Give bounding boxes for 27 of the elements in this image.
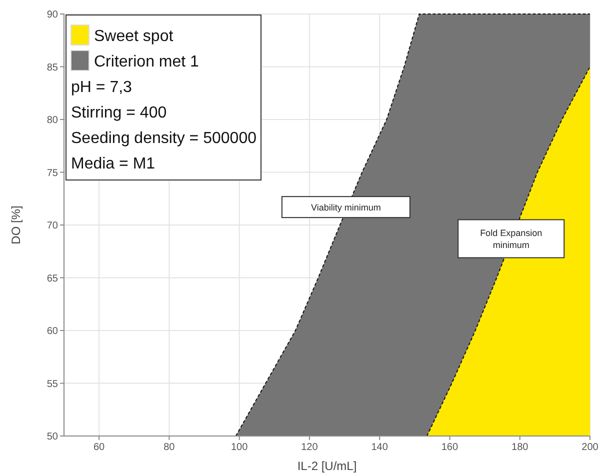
x-tick-label: 140 — [371, 442, 388, 453]
y-tick-label: 60 — [46, 326, 58, 337]
annotation: Seeding density = 500000 — [71, 130, 257, 147]
x-tick-label: 120 — [301, 442, 318, 453]
y-tick-label: 85 — [46, 62, 58, 74]
annotation: Viability minimum — [311, 202, 381, 213]
y-tick-label: 50 — [46, 432, 58, 442]
y-tick-label: 55 — [46, 378, 58, 390]
annotation: Fold Expansion minimum — [480, 228, 542, 250]
x-tick-label: 100 — [230, 442, 248, 453]
x-tick-label: 80 — [164, 442, 176, 453]
annotation: pH = 7,3 — [71, 79, 132, 96]
x-tick-label: 200 — [582, 442, 599, 453]
y-tick-label: 65 — [46, 273, 58, 284]
x-tick-label: 160 — [441, 442, 459, 453]
x-tick-label: 180 — [512, 442, 529, 453]
legend-label: Sweet spot — [94, 28, 174, 45]
x-tick-label: 60 — [94, 442, 106, 453]
annotation: Stirring = 400 — [71, 104, 167, 122]
legend-label: Criterion met 1 — [94, 54, 200, 70]
y-tick-label: 75 — [46, 168, 58, 179]
x-axis-title: IL-2 [U/mL] — [297, 459, 357, 473]
y-tick-label: 80 — [46, 115, 58, 126]
annotation: Media = M1 — [71, 156, 156, 172]
y-axis-title: DO [%] — [9, 206, 23, 244]
y-tick-label: 70 — [46, 220, 58, 232]
y-tick-label: 90 — [46, 10, 58, 20]
